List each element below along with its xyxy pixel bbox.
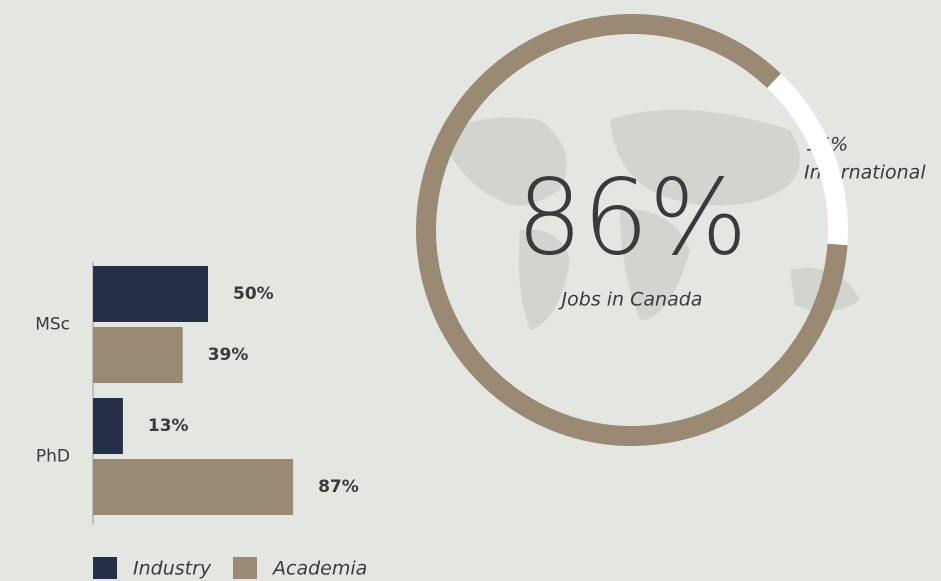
legend-swatch bbox=[93, 557, 117, 579]
map-shape bbox=[610, 109, 800, 206]
value-label: 50% bbox=[233, 284, 274, 304]
donut-segment bbox=[416, 14, 848, 446]
value-label: 87% bbox=[318, 477, 359, 497]
bar bbox=[93, 327, 183, 383]
legend-label: Industry bbox=[133, 558, 212, 580]
value-label: 39% bbox=[208, 345, 249, 365]
map-shape bbox=[518, 229, 570, 330]
world-map bbox=[440, 109, 860, 330]
map-shape bbox=[620, 209, 690, 320]
bar bbox=[93, 266, 208, 322]
center-value: 86% bbox=[516, 156, 747, 278]
legend-swatch bbox=[233, 557, 257, 579]
donut-segment bbox=[767, 73, 848, 246]
map-shape bbox=[440, 117, 567, 206]
value-label: 13% bbox=[148, 416, 189, 436]
category-label: PhD bbox=[36, 447, 70, 467]
bar bbox=[93, 398, 123, 454]
category-label: MSc bbox=[35, 315, 70, 335]
bar bbox=[93, 459, 294, 515]
legend-label: Academia bbox=[271, 558, 367, 580]
center-label: Jobs in Canada bbox=[558, 289, 703, 311]
